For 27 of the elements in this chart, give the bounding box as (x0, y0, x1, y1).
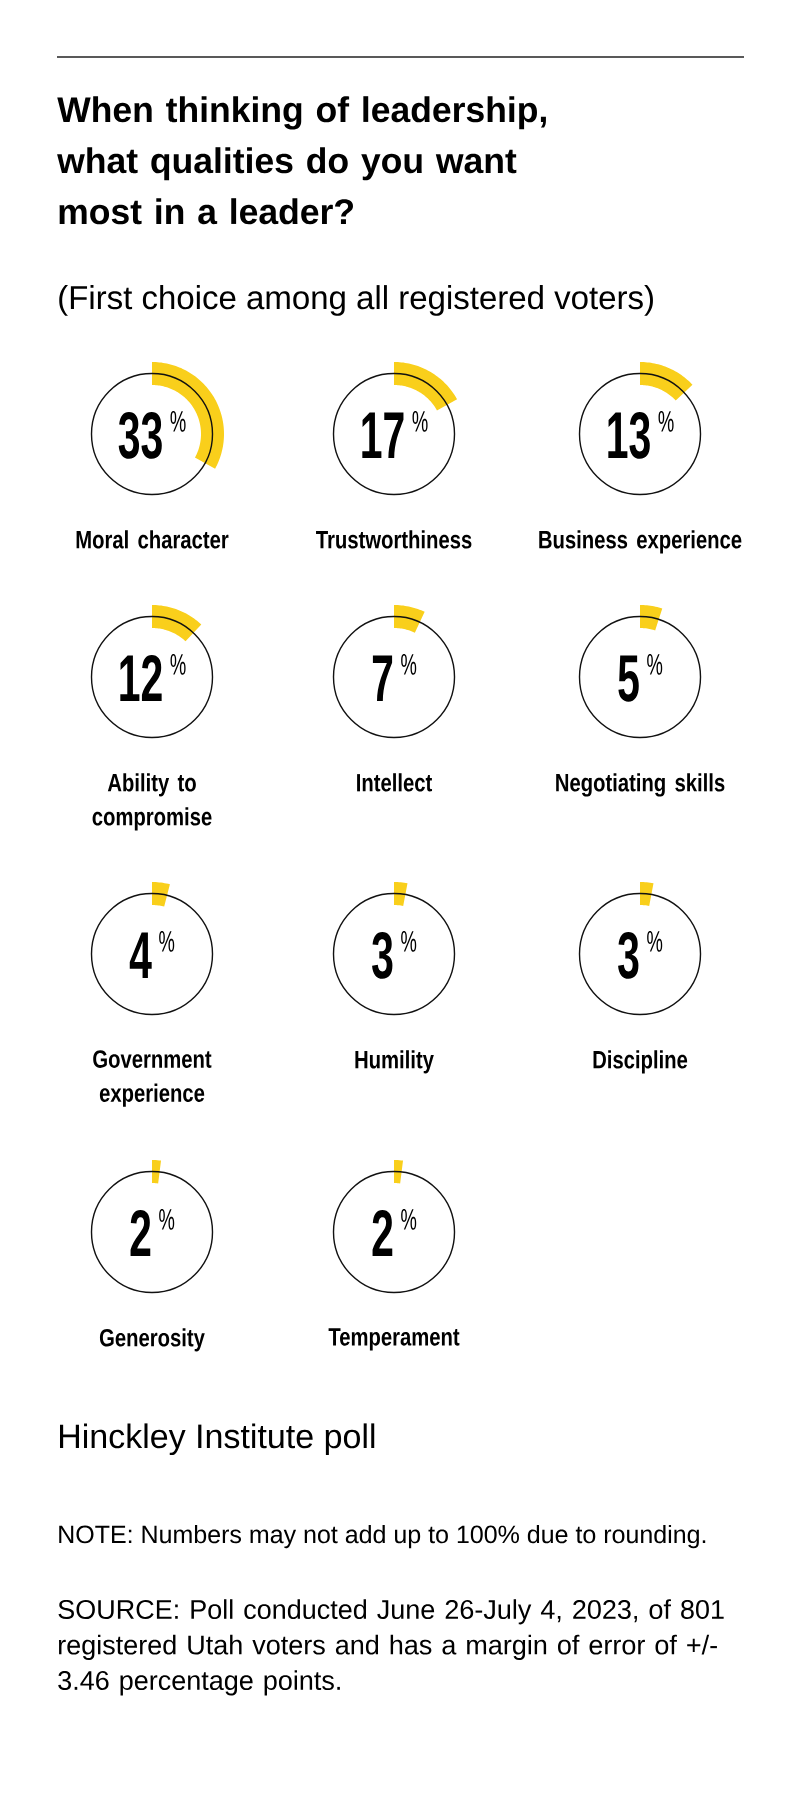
data-label: 3$^{%}$ (618, 931, 663, 979)
category-label: Moral character (76, 530, 229, 549)
data-label: 13$^{%}$ (608, 411, 674, 459)
category-label: Government experience (93, 1050, 212, 1107)
source-note: SOURCE: Poll conducted June 26-July 4, 2023, of 801 registered Utah voters and has a margin of error of +/- 3.46 percentage points. (58, 1599, 724, 1696)
text: (First choice among all registered voters) (59, 285, 653, 316)
category-label: Intellect (357, 773, 433, 792)
data-label: 33$^{%}$ (118, 411, 186, 459)
data-label: 12$^{%}$ (120, 654, 186, 702)
category-label: Generosity (99, 1328, 205, 1352)
category-label: Ability to compromise (92, 773, 212, 831)
category-label: Trustworthiness (316, 530, 472, 549)
category-label: Humility (355, 1050, 434, 1074)
text: When thinking of leadership, what qualities do you want most in a leader? (57, 96, 546, 225)
data-label: 4$^{%}$ (129, 931, 175, 979)
category-label: Temperament (328, 1328, 460, 1351)
text: NOTE: Numbers may not add up to 100% due to rounding. (59, 1524, 706, 1549)
data-label: 5$^{%}$ (618, 654, 663, 702)
data-label: 2$^{%}$ (130, 1209, 175, 1257)
category-label: Negotiating skills (556, 773, 725, 797)
data-label: 17$^{%}$ (362, 411, 428, 459)
data-label: 7$^{%}$ (372, 654, 417, 702)
category-label: Discipline (593, 1050, 688, 1074)
data-label: 3$^{%}$ (372, 931, 417, 979)
text: Hinckley Institute poll (60, 1423, 375, 1456)
data-label: 2$^{%}$ (372, 1209, 417, 1257)
category-label: Business experience (539, 530, 742, 554)
